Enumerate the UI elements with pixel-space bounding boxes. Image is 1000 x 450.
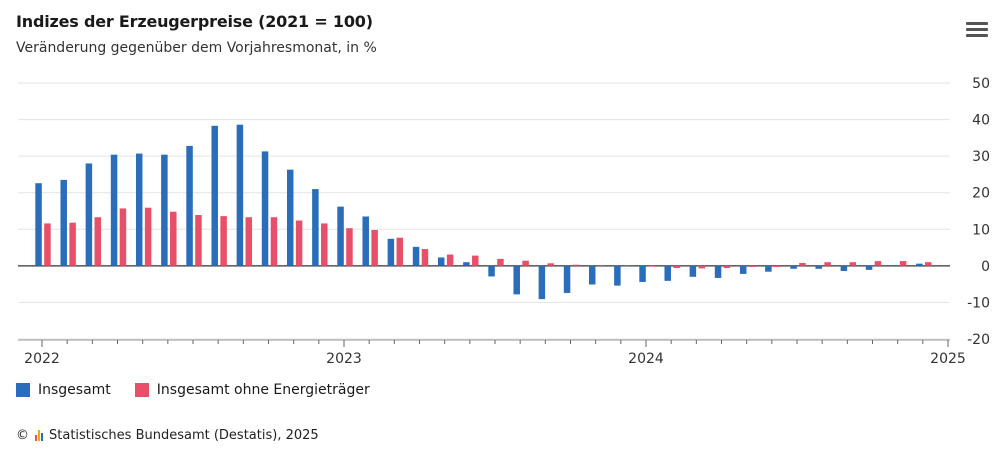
chart-title: Indizes der Erzeugerpreise (2021 = 100) [16, 12, 373, 31]
bar-ohne-energie [321, 223, 328, 266]
bar-ohne-energie [371, 230, 378, 266]
bar-ohne-energie [245, 217, 253, 266]
bar-insgesamt [588, 265, 596, 285]
bar-insgesamt [211, 125, 218, 266]
bar-insgesamt [513, 265, 520, 295]
bar-insgesamt [286, 169, 294, 266]
legend-swatch-ohne-energie [134, 383, 149, 397]
bar-insgesamt [815, 265, 822, 269]
bar-ohne-energie [522, 260, 529, 266]
bar-ohne-energie [346, 228, 353, 266]
bar-ohne-energie [673, 265, 680, 269]
bar-insgesamt [337, 206, 344, 266]
bar-ohne-energie [446, 254, 454, 266]
bar-ohne-energie [748, 265, 756, 267]
bar-insgesamt [790, 265, 797, 269]
bar-insgesamt [387, 238, 395, 266]
bar-ohne-energie [774, 265, 781, 267]
y-tick-label: 10 [972, 222, 990, 238]
bar-insgesamt [639, 265, 646, 282]
bar-insgesamt [463, 262, 470, 266]
bar-ohne-energie [925, 262, 932, 266]
bar-ohne-energie [119, 208, 127, 266]
bar-ohne-energie [144, 207, 152, 266]
x-tick-label: 2025 [930, 351, 966, 367]
chart-subtitle: Veränderung gegenüber dem Vorjahresmonat… [16, 40, 377, 56]
bar-ohne-energie [597, 265, 605, 266]
x-tick-label: 2022 [24, 351, 60, 367]
legend-item-ohne-energie[interactable]: Insgesamt ohne Energieträger [134, 382, 370, 398]
bar-insgesamt [312, 189, 319, 266]
bar-ohne-energie [295, 220, 303, 266]
source-credit: © Statistisches Bundesamt (Destatis), 20… [16, 428, 319, 443]
bar-ohne-energie [94, 217, 102, 266]
bar-insgesamt [60, 179, 67, 266]
bar-ohne-energie [899, 261, 907, 266]
bar-insgesamt [739, 265, 747, 274]
bar-insgesamt [890, 265, 898, 266]
y-tick-label: 20 [972, 186, 990, 202]
bar-ohne-energie [799, 262, 806, 266]
bar-ohne-energie [220, 216, 227, 266]
bar-ohne-energie [396, 237, 404, 266]
legend-item-insgesamt[interactable]: Insgesamt [16, 382, 111, 398]
bar-insgesamt [161, 154, 168, 266]
bar-insgesamt [85, 163, 93, 266]
bar-ohne-energie [270, 217, 278, 266]
source-text: Statistisches Bundesamt (Destatis), 2025 [49, 428, 319, 443]
bar-insgesamt [362, 216, 369, 266]
bar-ohne-energie [44, 223, 51, 266]
bar-ohne-energie [472, 255, 479, 266]
bar-insgesamt [664, 265, 671, 281]
bar-insgesamt [689, 265, 697, 277]
bar-ohne-energie [421, 249, 429, 266]
y-tick-label: 0 [981, 259, 990, 275]
bar-insgesamt [35, 183, 42, 266]
legend-label-ohne-energie: Insgesamt ohne Energieträger [156, 382, 370, 398]
bar-insgesamt [412, 246, 420, 266]
bar-insgesamt [538, 265, 546, 300]
bar-ohne-energie [497, 258, 504, 266]
legend: Insgesamt Insgesamt ohne Energieträger [16, 382, 370, 398]
bar-ohne-energie [547, 263, 555, 266]
y-tick-label: -20 [967, 332, 990, 348]
copyright-symbol: © [16, 428, 29, 443]
x-tick-label: 2024 [628, 351, 664, 367]
bar-insgesamt [261, 151, 269, 266]
bar-ohne-energie [69, 222, 76, 266]
destatis-logo-icon [35, 430, 43, 441]
y-tick-label: 40 [972, 113, 990, 129]
bar-ohne-energie [572, 264, 580, 266]
y-tick-label: 30 [972, 149, 990, 165]
bar-insgesamt [236, 124, 244, 266]
bar-insgesamt [437, 257, 445, 266]
bar-insgesamt [135, 153, 143, 266]
y-tick-label: -10 [967, 295, 990, 311]
bar-insgesamt [110, 154, 118, 266]
x-tick-label: 2023 [326, 351, 362, 367]
bar-ohne-energie [723, 265, 731, 269]
bar-insgesamt [865, 265, 873, 270]
bar-insgesamt [488, 265, 495, 277]
bar-ohne-energie [849, 262, 857, 266]
bar-ohne-energie [648, 265, 655, 267]
bar-insgesamt [916, 263, 923, 266]
bar-insgesamt [563, 265, 571, 293]
bar-insgesamt [765, 265, 772, 272]
bar-ohne-energie [195, 215, 202, 266]
bar-ohne-energie [623, 265, 630, 266]
bar-insgesamt [840, 265, 848, 271]
bar-ohne-energie [170, 211, 177, 266]
bar-ohne-energie [824, 262, 831, 266]
bar-insgesamt [614, 265, 621, 286]
hamburger-menu-icon[interactable] [966, 22, 988, 40]
legend-label-insgesamt: Insgesamt [38, 382, 111, 398]
bar-insgesamt [186, 145, 193, 266]
bar-ohne-energie [698, 265, 706, 269]
bar-ohne-energie [874, 261, 882, 266]
bar-insgesamt [714, 265, 722, 278]
legend-swatch-insgesamt [16, 383, 30, 397]
y-tick-label: 50 [972, 76, 990, 92]
